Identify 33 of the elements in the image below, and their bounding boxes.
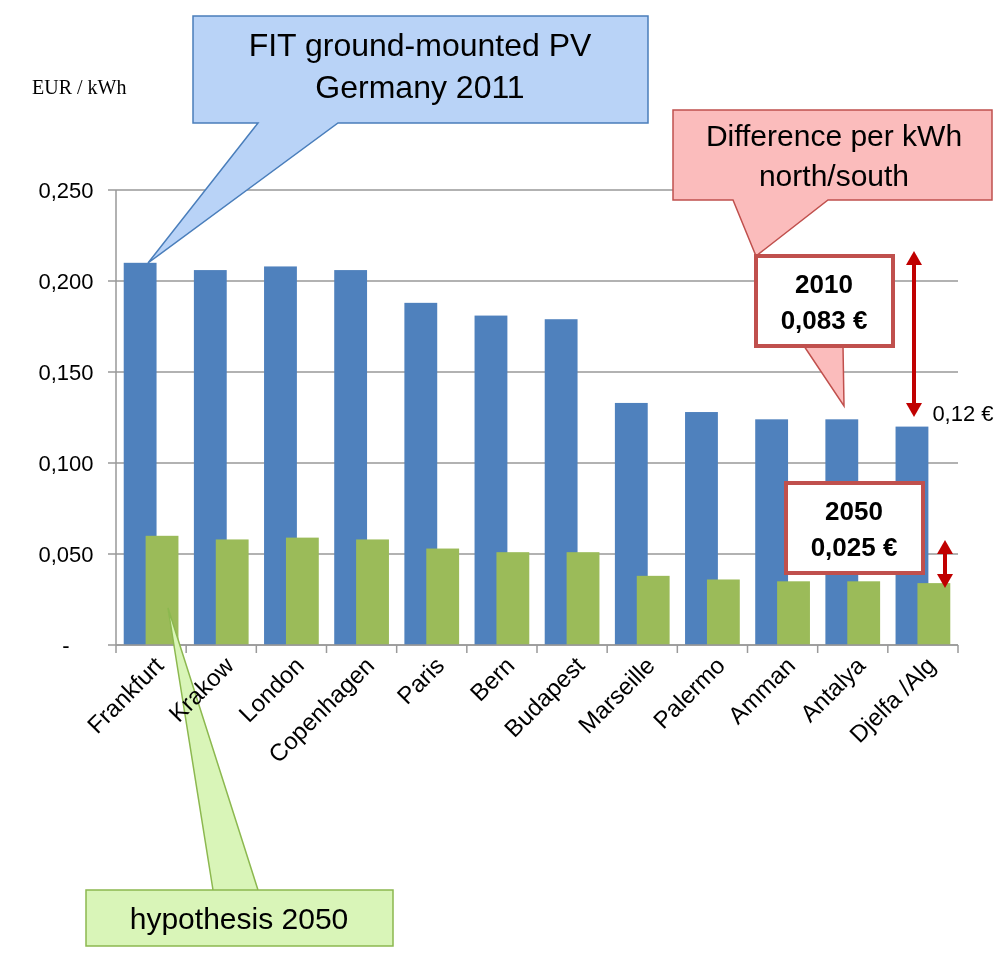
bar bbox=[614, 402, 648, 645]
bar bbox=[404, 302, 438, 645]
bar bbox=[496, 552, 530, 645]
bar bbox=[777, 581, 810, 645]
annotation: 0,12 € bbox=[932, 400, 994, 426]
annotation: Difference per kWh north/south bbox=[705, 119, 963, 192]
bar bbox=[264, 266, 297, 645]
annotation: 2050 0,025 € bbox=[810, 496, 898, 562]
y-tick-label: 0,050 bbox=[38, 541, 94, 567]
text: hypothesis 2050 bbox=[129, 902, 349, 935]
y-tick-label: - bbox=[62, 632, 70, 658]
text: FIT ground-mounted PV Germany 2011 bbox=[248, 27, 593, 105]
bar bbox=[193, 270, 227, 645]
bar bbox=[685, 412, 718, 645]
y-axis-title: EUR / kWh bbox=[32, 76, 127, 98]
y-tick-label: 0,250 bbox=[38, 177, 94, 203]
bar bbox=[566, 552, 600, 645]
bar bbox=[334, 270, 368, 645]
bar bbox=[145, 535, 179, 645]
bar bbox=[847, 581, 881, 645]
bar bbox=[356, 539, 389, 645]
bar bbox=[426, 548, 460, 645]
bar bbox=[215, 539, 249, 645]
bar bbox=[544, 319, 578, 645]
y-tick-label: 0,100 bbox=[38, 450, 94, 476]
bar bbox=[917, 583, 951, 645]
annotation: 2010 0,083 € bbox=[780, 269, 868, 335]
bar bbox=[123, 262, 157, 645]
y-tick-label: 0,200 bbox=[38, 268, 94, 294]
y-tick-label: 0,150 bbox=[38, 359, 94, 385]
bar bbox=[706, 579, 740, 645]
bar bbox=[285, 537, 319, 645]
bar bbox=[636, 575, 670, 645]
